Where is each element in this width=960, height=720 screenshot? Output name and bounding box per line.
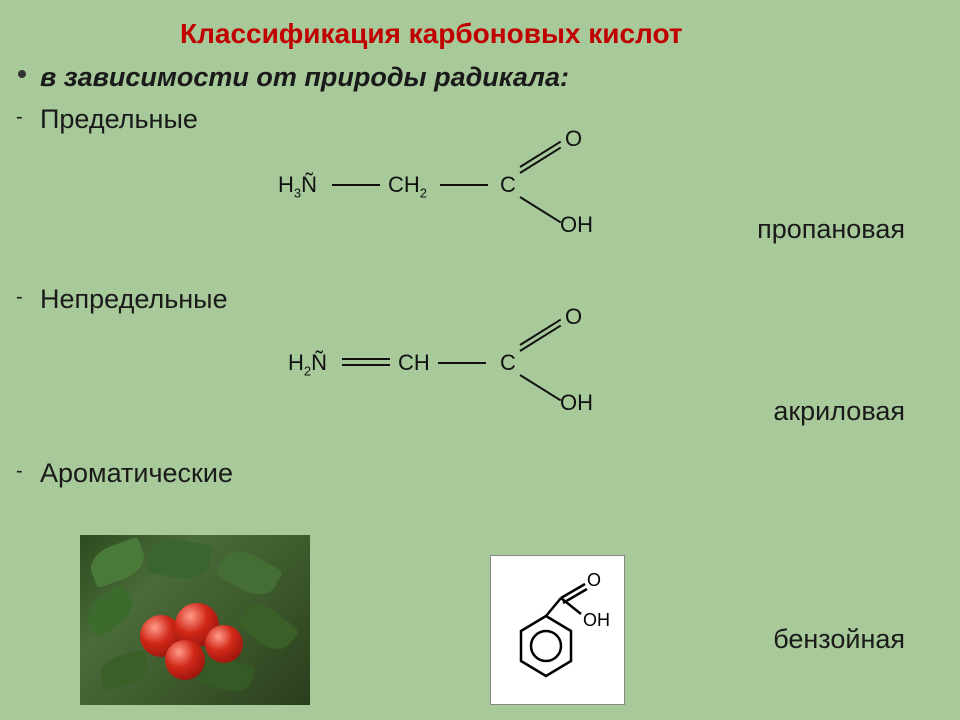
dash-icon: - [16, 286, 23, 309]
bond-icon [519, 319, 561, 346]
leaf-icon [147, 535, 213, 583]
dash-icon: - [16, 460, 23, 483]
formula2-oh: OH [560, 390, 593, 416]
formula1-oh: OH [560, 212, 593, 238]
cranberry-photo [80, 535, 310, 705]
formula1-ch2: CH2 [388, 172, 427, 200]
leaf-icon [86, 537, 150, 589]
formula1-h3n: H3Ñ [278, 172, 317, 200]
leaf-icon [97, 649, 151, 690]
category-aromatic: Ароматические [40, 458, 233, 489]
formula2-h2n: H2Ñ [288, 350, 327, 378]
bond-icon [519, 325, 561, 352]
bond-icon [342, 364, 390, 366]
bullet-icon [18, 70, 26, 78]
subtitle: в зависимости от природы радикала: [40, 62, 569, 93]
bond-icon [342, 358, 390, 360]
acid-acrylic: акриловая [773, 396, 905, 427]
acid-benzoic: бензойная [773, 624, 905, 655]
svg-text:OH: OH [583, 610, 610, 630]
bond-icon [519, 141, 561, 168]
formula1-c: C [500, 172, 516, 198]
bond-icon [438, 362, 486, 364]
bond-icon [519, 196, 561, 223]
page-title: Классификация карбоновых кислот [180, 18, 683, 50]
dash-icon: - [16, 106, 23, 129]
formula2-o: O [565, 304, 582, 330]
berry-icon [165, 640, 205, 680]
category-saturated: Предельные [40, 104, 198, 135]
bond-icon [519, 147, 561, 174]
formula2-c: C [500, 350, 516, 376]
berry-icon [205, 625, 243, 663]
bond-icon [519, 374, 561, 401]
acid-propanoic: пропановая [757, 214, 905, 245]
bond-icon [440, 184, 488, 186]
svg-text:O: O [587, 570, 601, 590]
leaf-icon [80, 584, 139, 639]
leaf-icon [236, 596, 300, 657]
formula1-o: O [565, 126, 582, 152]
benzoic-structure: O OH [490, 555, 625, 705]
formula2-ch: CH [398, 350, 430, 376]
bond-icon [332, 184, 380, 186]
leaf-icon [215, 543, 283, 603]
category-unsaturated: Непредельные [40, 284, 228, 315]
